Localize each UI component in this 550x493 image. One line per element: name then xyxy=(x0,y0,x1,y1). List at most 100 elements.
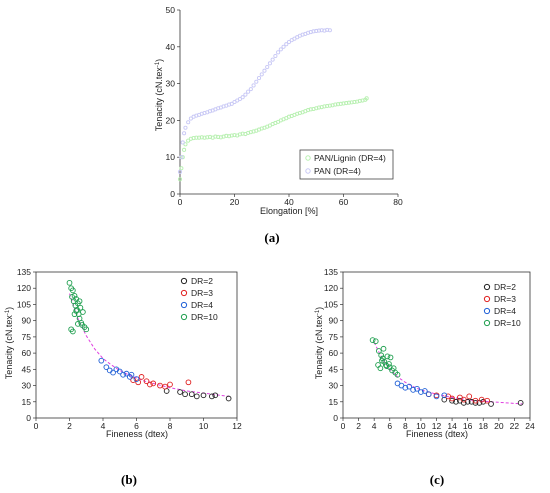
legend-box-a xyxy=(299,149,394,180)
data-point xyxy=(466,393,473,400)
legend-label: DR=4 xyxy=(494,306,516,316)
data-point xyxy=(251,83,256,88)
data-point xyxy=(225,395,232,402)
x-tick-label: 20 xyxy=(494,421,504,431)
chart-panel-c: 0 2 4 6 8 10 12 14 16 18 20 22 240153045607590105120… xyxy=(314,267,535,487)
legend-label: DR=4 xyxy=(191,300,213,310)
legend-marker xyxy=(483,307,491,315)
data-point xyxy=(73,308,80,314)
y-tick-label: 15 xyxy=(22,397,32,407)
data-point xyxy=(135,379,142,386)
data-point xyxy=(386,364,393,371)
y-axis-title-a: Tenacity (cN.tex-1) xyxy=(154,59,164,131)
data-point xyxy=(138,374,145,380)
data-point xyxy=(453,398,459,405)
legend-marker xyxy=(180,289,188,297)
data-point xyxy=(449,397,455,404)
data-point xyxy=(375,348,382,354)
data-point xyxy=(402,384,409,391)
x-tick-label: 8 xyxy=(168,421,173,431)
series-group-b xyxy=(66,279,232,402)
y-axis-title-a-main: Tenacity (cN.tex xyxy=(154,67,164,132)
legend-label: DR=3 xyxy=(494,294,516,304)
data-point xyxy=(130,377,137,383)
data-point xyxy=(209,393,215,400)
x-tick-label: 2 xyxy=(356,421,361,431)
x-axis-title-a: Elongation [%] xyxy=(260,206,318,216)
data-point xyxy=(71,292,78,299)
series-pan-lignin-dr-4- xyxy=(177,96,369,182)
data-point xyxy=(182,391,188,398)
x-tick-label: 12 xyxy=(432,421,442,431)
x-tick-label: 12 xyxy=(232,421,242,431)
data-point xyxy=(200,392,207,399)
data-point xyxy=(270,57,275,62)
legend-marker-pan xyxy=(305,168,311,174)
data-point xyxy=(229,101,234,106)
data-point xyxy=(150,380,157,387)
data-point xyxy=(186,120,191,125)
data-point xyxy=(259,72,264,77)
legend-label: DR=3 xyxy=(191,288,213,298)
y-tick-label: 0 xyxy=(26,413,31,423)
data-point xyxy=(441,396,448,403)
x-tick-label: 22 xyxy=(510,421,520,431)
y-tick-label: 120 xyxy=(17,283,31,293)
data-point xyxy=(180,140,185,145)
y-tick-label: 40 xyxy=(166,42,176,52)
data-point xyxy=(449,395,455,402)
x-tick-label: 10 xyxy=(199,421,209,431)
y-axis-title-a-sup: -1 xyxy=(155,61,161,67)
x-tick-label: 2 xyxy=(67,421,72,431)
x-tick-label: 0 xyxy=(341,421,346,431)
data-point xyxy=(183,125,188,130)
data-point xyxy=(98,357,105,364)
data-point xyxy=(414,385,420,392)
data-point xyxy=(177,177,183,182)
y-tick-label: 75 xyxy=(22,332,32,342)
data-point xyxy=(188,391,195,398)
data-point xyxy=(387,354,394,361)
data-point xyxy=(179,155,184,160)
data-point xyxy=(406,383,413,390)
y-tick-label: 105 xyxy=(17,299,31,309)
data-point xyxy=(460,396,467,403)
y-axis-title-b-close: ) xyxy=(4,307,14,310)
y-tick-label: 50 xyxy=(166,5,176,15)
fit-curve xyxy=(373,342,523,405)
data-point xyxy=(421,388,428,394)
series-dr-10 xyxy=(369,337,401,378)
y-tick-label: 120 xyxy=(324,283,338,293)
x-tick-label: 10 xyxy=(416,421,426,431)
series-dr-4 xyxy=(394,380,448,400)
y-tick-label: 45 xyxy=(22,364,32,374)
legend-label: DR=2 xyxy=(494,282,516,292)
data-point xyxy=(103,364,110,371)
data-point xyxy=(77,304,84,311)
y-tick-label: 135 xyxy=(324,267,338,277)
data-point xyxy=(468,398,475,405)
data-point xyxy=(472,397,479,404)
legend-marker xyxy=(483,283,491,291)
x-tick-label: 18 xyxy=(479,421,489,431)
series-dr-4 xyxy=(98,357,140,382)
data-point xyxy=(83,326,90,333)
data-point xyxy=(262,68,267,73)
x-tick-label: 6 xyxy=(387,421,392,431)
data-point xyxy=(246,89,251,94)
data-point xyxy=(394,371,401,378)
legend-marker xyxy=(180,313,188,321)
data-point xyxy=(383,363,390,369)
legend-marker xyxy=(483,319,491,327)
series-dr-2 xyxy=(441,396,524,407)
data-point xyxy=(286,39,292,45)
legend-c: DR=2 DR=3 DR=4 DR=10 xyxy=(483,282,521,328)
data-point xyxy=(281,44,286,49)
x-tick-label: 14 xyxy=(447,421,457,431)
data-point xyxy=(273,53,278,59)
data-point xyxy=(79,322,85,328)
data-point xyxy=(194,135,199,140)
data-point xyxy=(460,400,467,406)
y-tick-label: 45 xyxy=(329,364,339,374)
